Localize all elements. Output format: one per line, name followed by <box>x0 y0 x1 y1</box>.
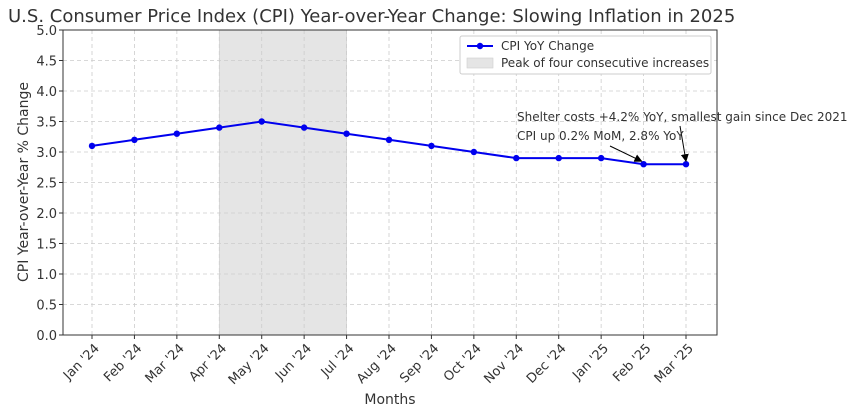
y-tick-label: 0.0 <box>36 329 57 344</box>
y-tick-label: 0.5 <box>36 299 57 314</box>
x-tick-label: Nov '24 <box>481 341 527 387</box>
data-point <box>385 136 393 143</box>
data-point <box>258 118 265 125</box>
x-tick-label: Mar '25 <box>652 341 697 386</box>
x-tick-label: Aug '24 <box>354 341 400 387</box>
data-point <box>300 124 308 131</box>
data-point <box>597 154 605 162</box>
y-tick-label: 5.0 <box>36 24 57 39</box>
x-tick-label: Jan '24 <box>60 341 103 384</box>
y-tick-label: 4.0 <box>36 85 57 100</box>
legend-shade-marker <box>466 57 494 69</box>
data-point <box>682 161 690 168</box>
y-tick-label: 1.0 <box>36 268 57 283</box>
annotation-text: CPI up 0.2% MoM, 2.8% YoY <box>517 129 684 143</box>
x-tick-label: Apr '24 <box>186 341 230 385</box>
legend-point-marker <box>476 42 484 50</box>
y-tick-label: 4.5 <box>36 55 57 70</box>
y-tick-label: 3.5 <box>36 116 57 131</box>
y-axis-label: CPI Year-over-Year % Change <box>16 82 32 282</box>
x-tick-label: Jun '24 <box>272 341 315 384</box>
x-tick-label: Mar '24 <box>143 341 188 386</box>
annotation-text: Shelter costs +4.2% YoY, smallest gain s… <box>517 110 848 124</box>
x-axis-label: Months <box>364 392 415 408</box>
legend: CPI YoY Change Peak of four consecutive … <box>459 35 712 75</box>
data-point <box>555 154 562 162</box>
x-tick-label: Dec '24 <box>524 341 570 387</box>
annotation-arrow <box>609 145 643 162</box>
y-tick-label: 2.0 <box>36 207 57 222</box>
data-point <box>131 136 138 143</box>
x-tick-label: Oct '24 <box>441 341 485 385</box>
chart-title: U.S. Consumer Price Index (CPI) Year-ove… <box>8 6 735 27</box>
legend-label-shaded-region: Peak of four consecutive increases <box>501 56 709 70</box>
data-point <box>428 142 435 150</box>
y-tick-label: 3.0 <box>36 146 57 161</box>
y-tick-label: 2.5 <box>36 177 57 192</box>
x-tick-label: Feb '25 <box>610 341 654 385</box>
data-point <box>513 154 520 162</box>
x-tick-label: Feb '24 <box>101 341 145 385</box>
x-tick-label: Jul '24 <box>318 341 358 381</box>
annotation-arrow <box>679 125 689 163</box>
data-point <box>343 130 350 137</box>
data-point <box>470 148 478 156</box>
data-point <box>88 142 96 150</box>
data-point <box>216 124 223 131</box>
legend-box <box>459 35 712 75</box>
x-tick-label: Jan '25 <box>569 341 612 384</box>
y-tick-label: 1.5 <box>36 238 57 253</box>
data-point <box>173 130 181 137</box>
data-point <box>640 161 647 168</box>
x-tick-label: May '24 <box>226 341 273 388</box>
legend-label-series: CPI YoY Change <box>501 39 594 53</box>
x-tick-label: Sep '24 <box>397 341 442 386</box>
